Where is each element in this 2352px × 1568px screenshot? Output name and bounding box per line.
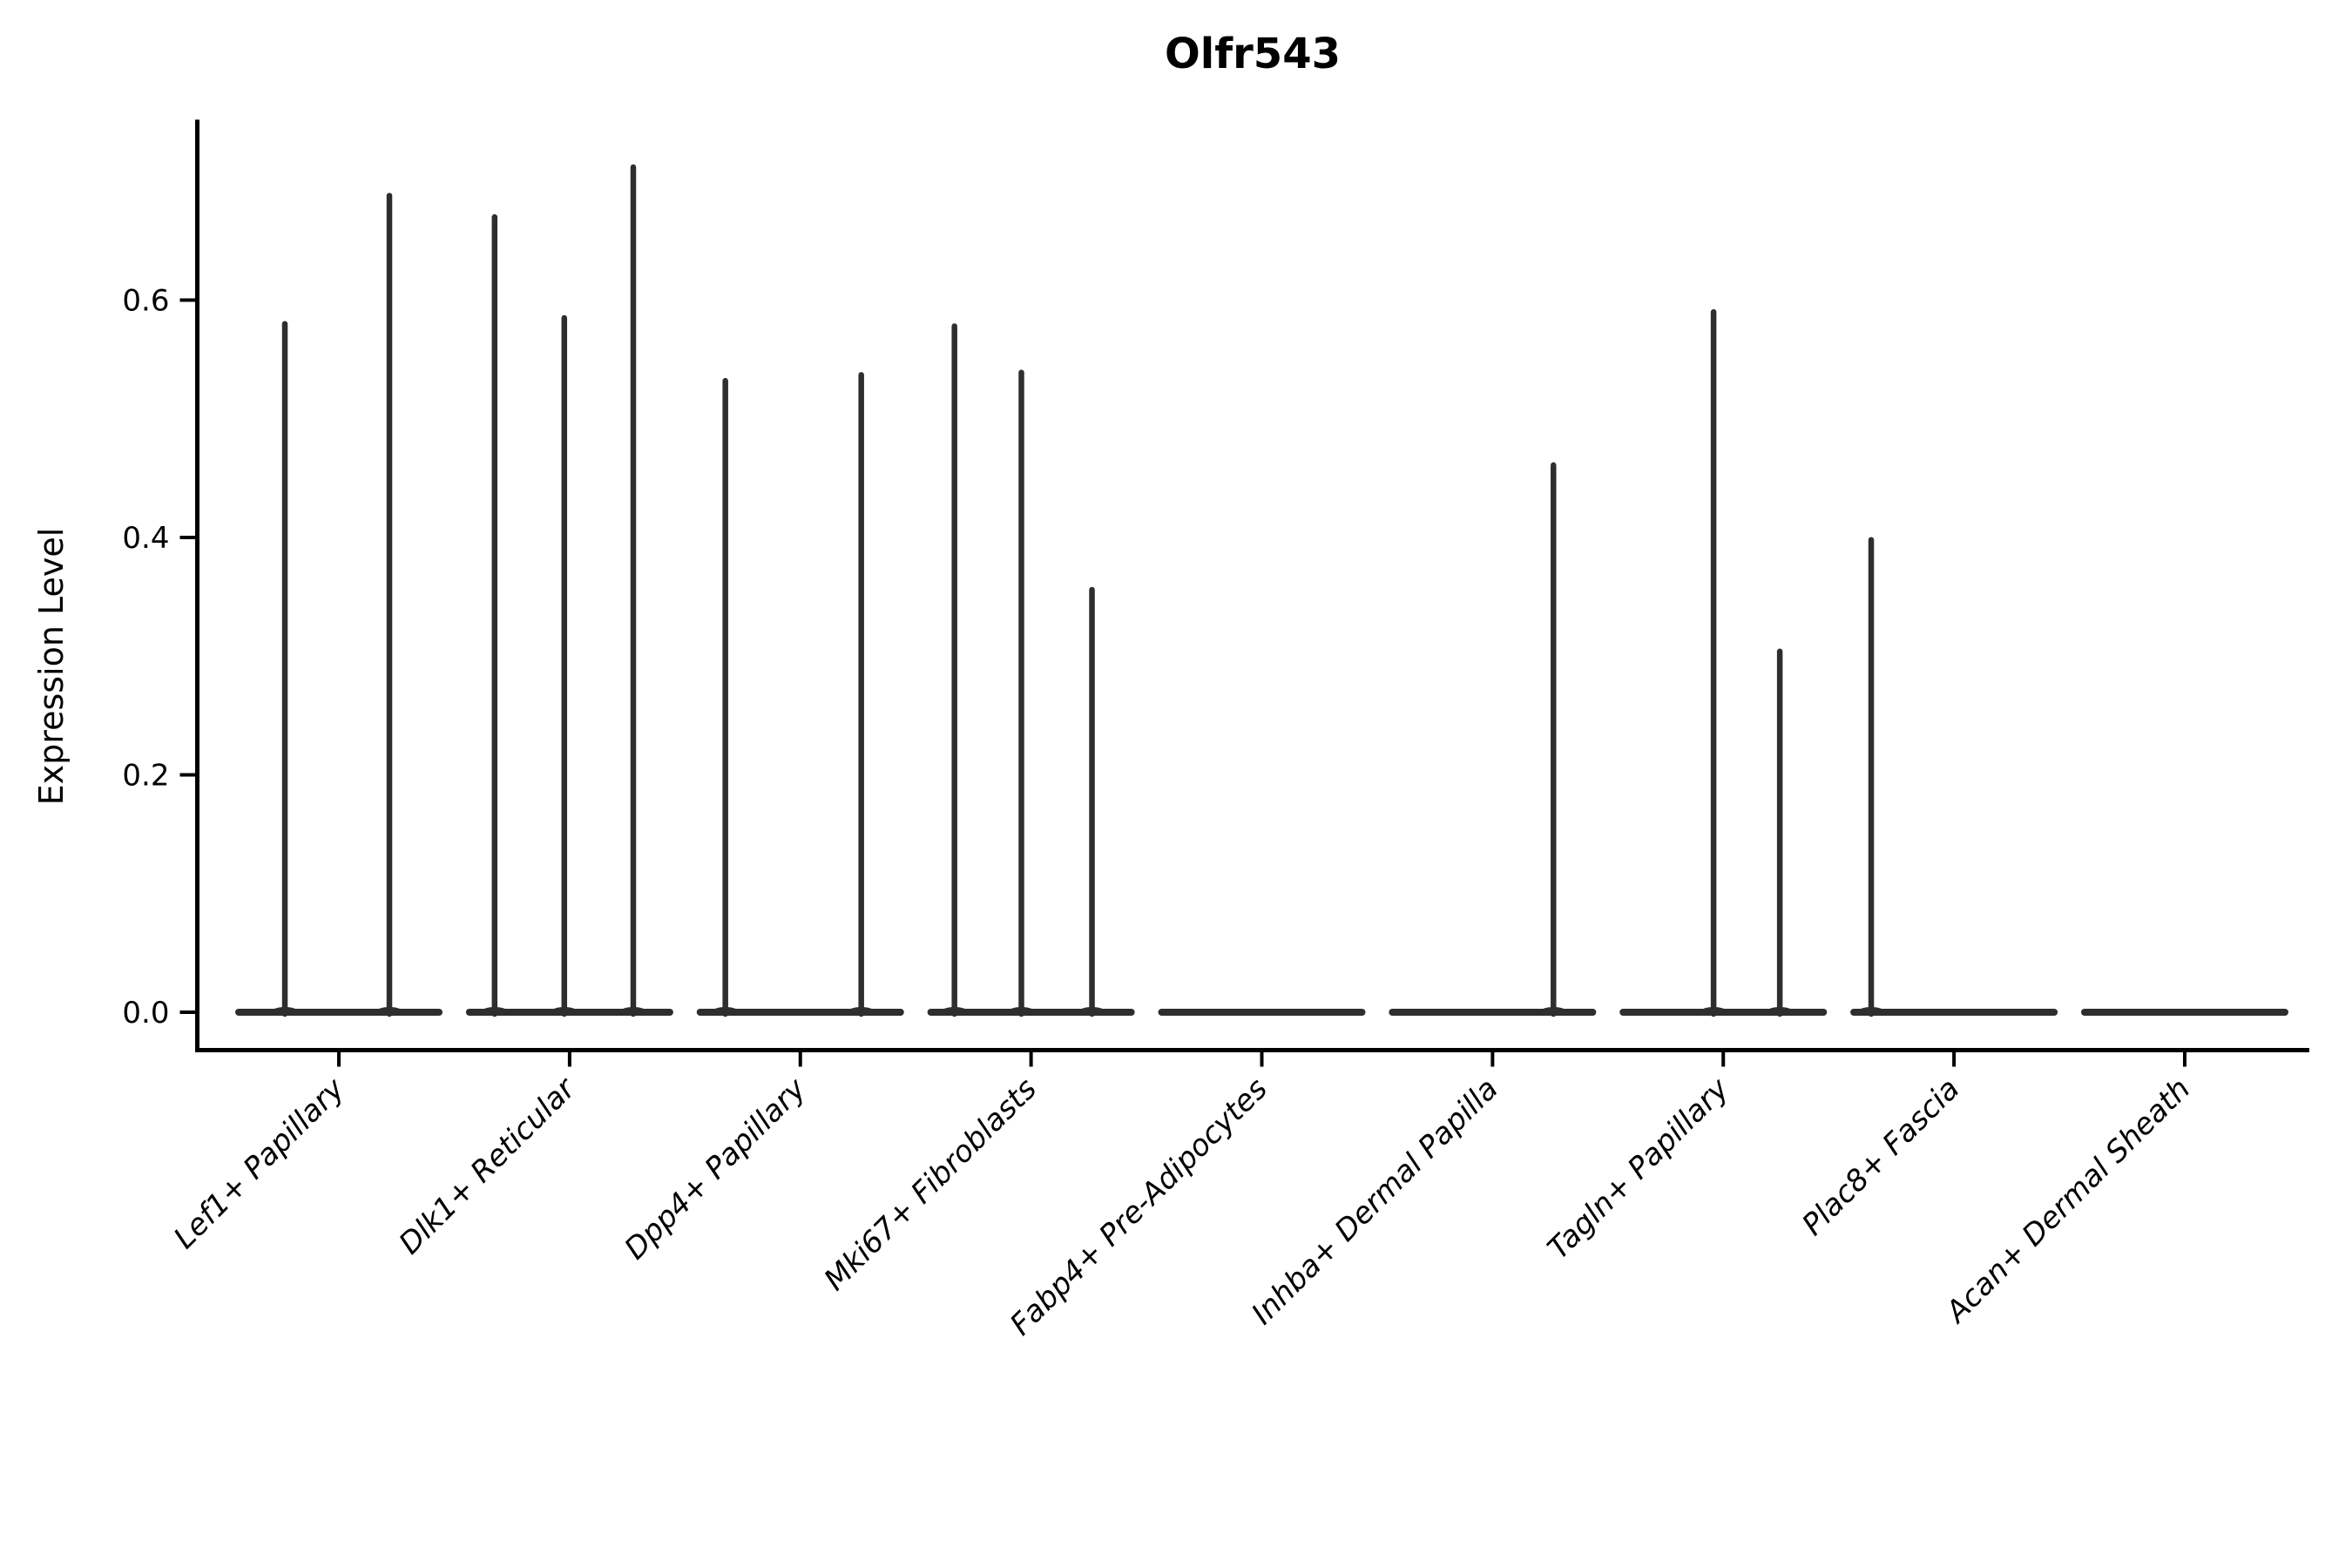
x-tick-label: Mki67+ Fibroblasts [817, 1071, 1044, 1298]
x-tick-label: Dlk1+ Reticular [392, 1071, 583, 1261]
x-tick-label: Dpp4+ Papillary [618, 1071, 813, 1266]
x-tick-label: Plac8+ Fascia [1795, 1071, 1966, 1242]
plot-area: 0.0 0.2 0.4 0.6 Lef1+ Papillary Dlk1+ Reticul… [122, 119, 2309, 1342]
x-tick-label: Inhba+ Dermal Papilla [1245, 1071, 1505, 1332]
y-tick-label: 0.4 [122, 521, 169, 556]
y-tick-label: 0.0 [122, 996, 169, 1031]
y-axis-label: Expression Level [32, 528, 71, 806]
y-tick-label: 0.6 [122, 284, 169, 319]
x-tick-label: Fabp4+ Pre-Adipocytes [1004, 1071, 1274, 1342]
x-tick-label: Tagln+ Papillary [1541, 1071, 1736, 1266]
x-tick-label: Lef1+ Papillary [167, 1071, 352, 1255]
x-tick-label: Acan+ Dermal Sheath [1938, 1071, 2197, 1330]
y-tick-label: 0.2 [122, 759, 169, 794]
chart-title: Olfr543 [1165, 30, 1341, 78]
